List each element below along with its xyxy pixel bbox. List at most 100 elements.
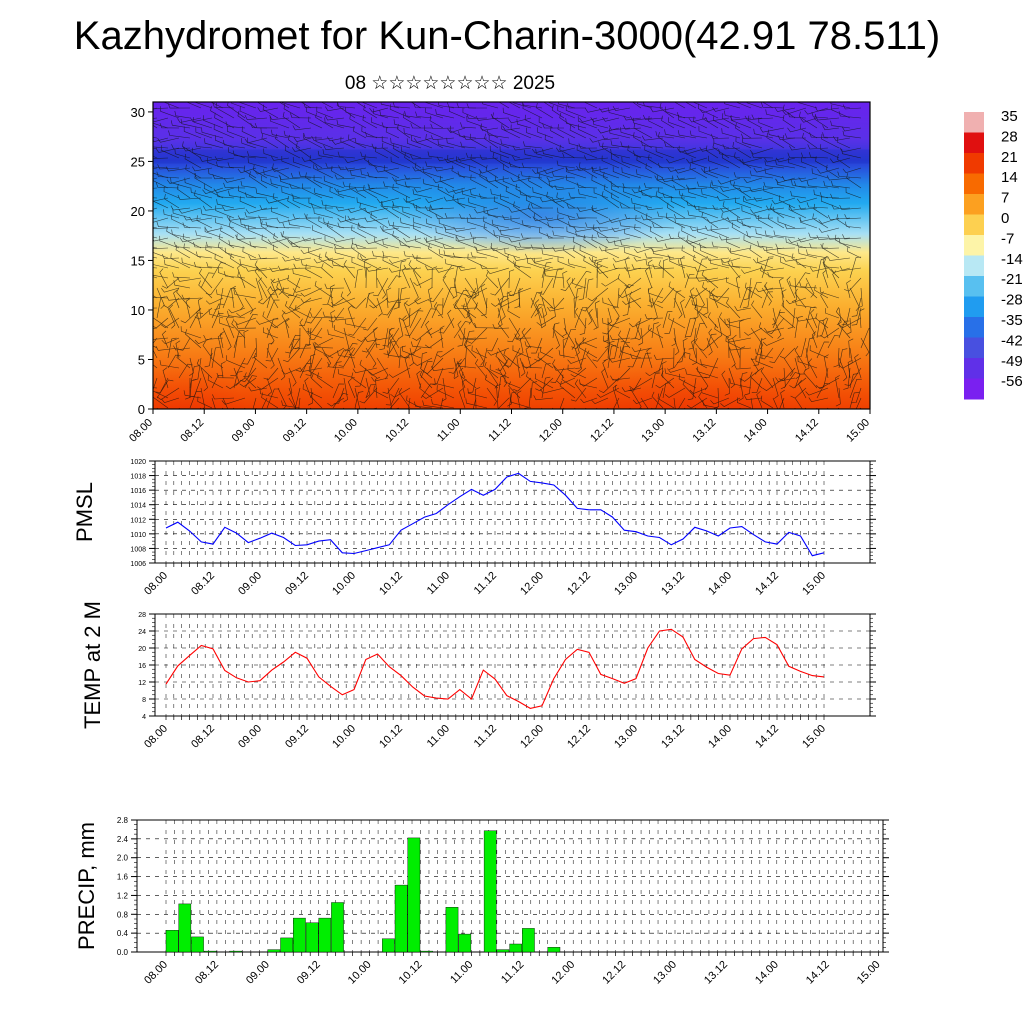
colorbar-label: 28	[1001, 128, 1018, 145]
precip-bar	[407, 837, 421, 953]
precip-bar	[178, 903, 192, 953]
y-tick-label: 1020	[130, 459, 146, 466]
x-tick-label: 15.00	[800, 570, 828, 598]
panel-frame	[154, 460, 871, 564]
x-tick-label: 12.00	[518, 723, 546, 751]
x-tick-label: 13.12	[691, 417, 719, 445]
precip-bar	[522, 928, 535, 953]
y-axis-label: PMSL	[72, 482, 97, 542]
x-tick-label: 14.00	[742, 417, 770, 445]
colorbar-swatch	[964, 358, 984, 379]
y-tick-label: 1006	[130, 561, 146, 568]
warm-core-left	[153, 325, 245, 409]
x-tick-label: 09.00	[236, 570, 264, 598]
x-tick-label: 10.00	[330, 723, 358, 751]
x-tick-label: 12.12	[600, 959, 628, 987]
x-tick-label: 14.12	[804, 959, 832, 987]
x-tick-label: 09.00	[244, 959, 272, 987]
y-tick-label: 20	[138, 646, 146, 653]
x-tick-label: 10.12	[377, 570, 405, 598]
colorbar-swatch	[964, 194, 984, 215]
x-tick-label: 11.00	[425, 723, 452, 750]
y-axis-label: PRECIP, mm	[74, 822, 99, 950]
colorbar-swatch	[964, 173, 984, 195]
x-tick-label: 11.00	[448, 959, 475, 986]
colorbar-label: -49	[1001, 353, 1023, 370]
x-tick-label: 09.12	[295, 959, 323, 987]
x-tick-label: 09.12	[283, 723, 311, 751]
precip-bar	[445, 907, 459, 953]
x-tick-label: 08.12	[178, 417, 206, 445]
colorbar-swatch	[964, 276, 984, 297]
y-tick-label: 1016	[130, 488, 146, 495]
x-tick-label: 14.12	[753, 723, 781, 751]
x-tick-label: 09.00	[236, 723, 264, 751]
colorbar-swatch	[964, 255, 984, 277]
x-tick-label: 13.00	[639, 417, 667, 445]
y-tick-label: 10	[131, 303, 145, 318]
chart-title: Kazhydromet for Kun-Charin-3000(42.91 78…	[73, 14, 941, 58]
colorbar-label: 14	[1001, 169, 1018, 186]
x-tick-label: 11.00	[435, 417, 462, 444]
x-tick-label: 12.12	[565, 570, 593, 598]
precip-bar	[483, 830, 497, 953]
x-tick-label: 14.12	[793, 417, 821, 445]
colorbar-label: 35	[1001, 108, 1018, 125]
colorbar-swatch	[964, 112, 984, 133]
x-tick-label: 13.12	[659, 570, 687, 598]
y-tick-label: 24	[138, 629, 146, 636]
x-tick-label: 11.12	[472, 723, 499, 750]
y-tick-label: 8	[142, 697, 146, 704]
heatmap-field	[153, 102, 870, 409]
x-tick-label: 13.12	[702, 959, 730, 987]
precip-bar	[267, 949, 281, 953]
x-tick-label: 13.00	[651, 959, 679, 987]
colorbar-label: -56	[1001, 373, 1023, 390]
precip-bar	[458, 933, 472, 953]
precip-bar	[496, 949, 510, 953]
x-tick-label: 10.00	[346, 959, 374, 987]
x-tick-label: 08.12	[189, 723, 217, 751]
x-tick-label: 10.12	[377, 723, 405, 751]
y-tick-label: 0.8	[117, 910, 129, 919]
y-tick-label: 1.6	[117, 873, 129, 882]
colorbar-swatch	[964, 132, 984, 154]
temp-series-line	[165, 628, 825, 709]
chart-subtitle: 08 ☆☆☆☆☆☆☆☆ 2025	[344, 73, 556, 94]
x-tick-label: 14.00	[753, 959, 781, 987]
colorbar-swatch	[964, 235, 984, 256]
y-tick-label: 0.0	[117, 948, 129, 957]
cold-pocket	[400, 175, 680, 255]
x-tick-label: 11.12	[486, 417, 513, 444]
precip-bar	[331, 902, 344, 953]
x-tick-label: 13.00	[612, 723, 640, 751]
precip-bar	[394, 884, 408, 953]
precip-bar	[305, 922, 319, 953]
x-tick-label: 10.00	[330, 570, 358, 598]
x-tick-label: 15.00	[855, 959, 883, 987]
x-tick-label: 11.00	[425, 570, 452, 597]
y-tick-label: 1012	[130, 517, 146, 524]
x-tick-label: 14.12	[753, 570, 781, 598]
x-tick-label: 09.12	[281, 417, 309, 445]
colorbar-swatch	[964, 153, 984, 174]
y-tick-label: 12	[138, 680, 146, 687]
x-tick-label: 08.00	[127, 417, 155, 445]
x-tick-label: 08.00	[142, 723, 170, 751]
colorbar-label: -14	[1001, 251, 1023, 268]
y-tick-label: 28	[138, 612, 146, 619]
precip-bar	[293, 917, 306, 953]
y-tick-label: 2.4	[117, 835, 129, 844]
y-tick-label: 5	[138, 352, 145, 367]
x-tick-label: 10.00	[332, 417, 360, 445]
x-tick-label: 14.00	[706, 570, 734, 598]
precip-bar	[382, 938, 395, 953]
y-tick-label: 1008	[130, 546, 146, 553]
x-tick-label: 10.12	[397, 959, 425, 987]
precip-bar	[420, 950, 433, 953]
colorbar-label: -35	[1001, 312, 1023, 329]
colorbar-swatch	[964, 317, 984, 338]
colorbar-label: -21	[1001, 271, 1023, 288]
colorbar-label: -7	[1001, 230, 1014, 247]
